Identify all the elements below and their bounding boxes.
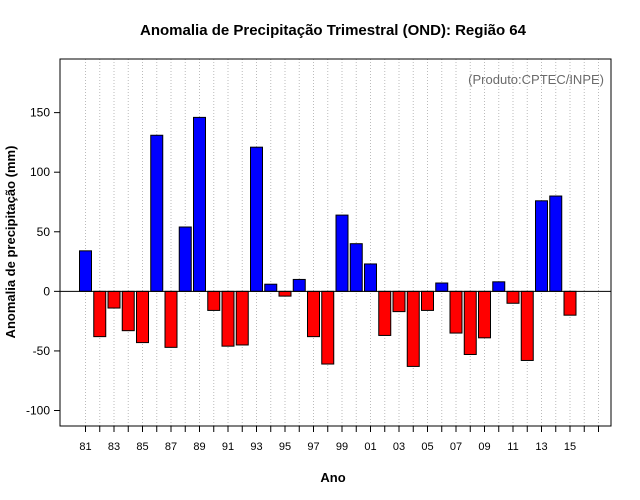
- x-tick-label: 07: [450, 441, 462, 453]
- bar-2010: [492, 281, 506, 292]
- x-tick-label: 89: [193, 441, 205, 453]
- x-tick-label: 05: [421, 441, 433, 453]
- x-tick-label: 85: [136, 441, 148, 453]
- bar-2009: [478, 290, 491, 339]
- x-tick-label: 99: [336, 441, 348, 453]
- y-axis: -100 -50 0 50 100 150: [26, 106, 60, 418]
- x-tick-label: 97: [307, 441, 319, 453]
- y-tick-label: -100: [26, 404, 50, 418]
- bar-2012: [520, 290, 534, 361]
- chart-title: Anomalia de Precipitação Trimestral (OND…: [140, 22, 527, 39]
- y-tick-label: 0: [43, 284, 50, 298]
- y-tick-label: 100: [30, 165, 50, 179]
- bar-1981: [79, 250, 92, 292]
- x-tick-label: 13: [535, 441, 547, 453]
- bar-1996: [292, 278, 306, 292]
- y-axis-title: Anomalia de precipitação (mm): [3, 146, 18, 339]
- bar-1988: [178, 226, 192, 292]
- bar-1991: [221, 290, 235, 347]
- bars: [79, 116, 577, 367]
- bar-1993: [250, 146, 263, 292]
- bar-1992: [235, 290, 249, 346]
- x-tick-label: 03: [393, 441, 405, 453]
- bar-1986: [150, 134, 164, 292]
- x-axis-title: Ano: [320, 470, 345, 485]
- source-annotation: (Produto:CPTEC/INPE): [468, 72, 604, 87]
- y-tick-label: 50: [37, 225, 51, 239]
- bar-1985: [136, 290, 149, 344]
- bar-1998: [321, 290, 335, 365]
- plot-frame: [59, 58, 612, 427]
- x-tick-label: 81: [79, 441, 91, 453]
- bar-1983: [107, 290, 121, 309]
- x-tick-label: 09: [478, 441, 490, 453]
- bar-1999: [335, 214, 349, 292]
- x-tick-label: 01: [364, 441, 376, 453]
- x-axis: 81 83 85 87 89 91 93 95 97 99 01 03 05 07 09 11 13 15: [79, 426, 599, 453]
- bar-2001: [364, 263, 377, 292]
- bar-1997: [307, 290, 320, 338]
- x-tick-label: 87: [165, 441, 177, 453]
- y-tick-label: -50: [33, 344, 51, 358]
- bar-1995: [278, 290, 292, 297]
- bar-2003: [392, 290, 406, 313]
- bar-2008: [463, 290, 477, 356]
- bar-2007: [449, 290, 463, 334]
- x-tick-label: 11: [507, 441, 518, 453]
- bar-2004: [406, 290, 420, 367]
- x-tick-label: 83: [108, 441, 120, 453]
- bar-2015: [563, 290, 577, 316]
- bar-2013: [535, 200, 548, 292]
- bar-1982: [93, 290, 107, 338]
- bar-1990: [207, 290, 221, 311]
- bar-2000: [349, 243, 363, 292]
- y-tick-label: 150: [30, 106, 50, 120]
- bar-2011: [506, 290, 520, 304]
- bar-1987: [164, 290, 178, 348]
- bar-2002: [378, 290, 392, 336]
- x-tick-label: 91: [222, 441, 234, 453]
- bar-2014: [549, 195, 563, 292]
- bar-2006: [435, 282, 449, 292]
- x-tick-label: 95: [279, 441, 291, 453]
- bar-1984: [121, 290, 135, 332]
- x-tick-label: 93: [250, 441, 262, 453]
- bar-2005: [421, 290, 434, 311]
- x-tick-label: 15: [564, 441, 576, 453]
- bar-1994: [264, 283, 278, 292]
- bar-1989: [193, 116, 206, 292]
